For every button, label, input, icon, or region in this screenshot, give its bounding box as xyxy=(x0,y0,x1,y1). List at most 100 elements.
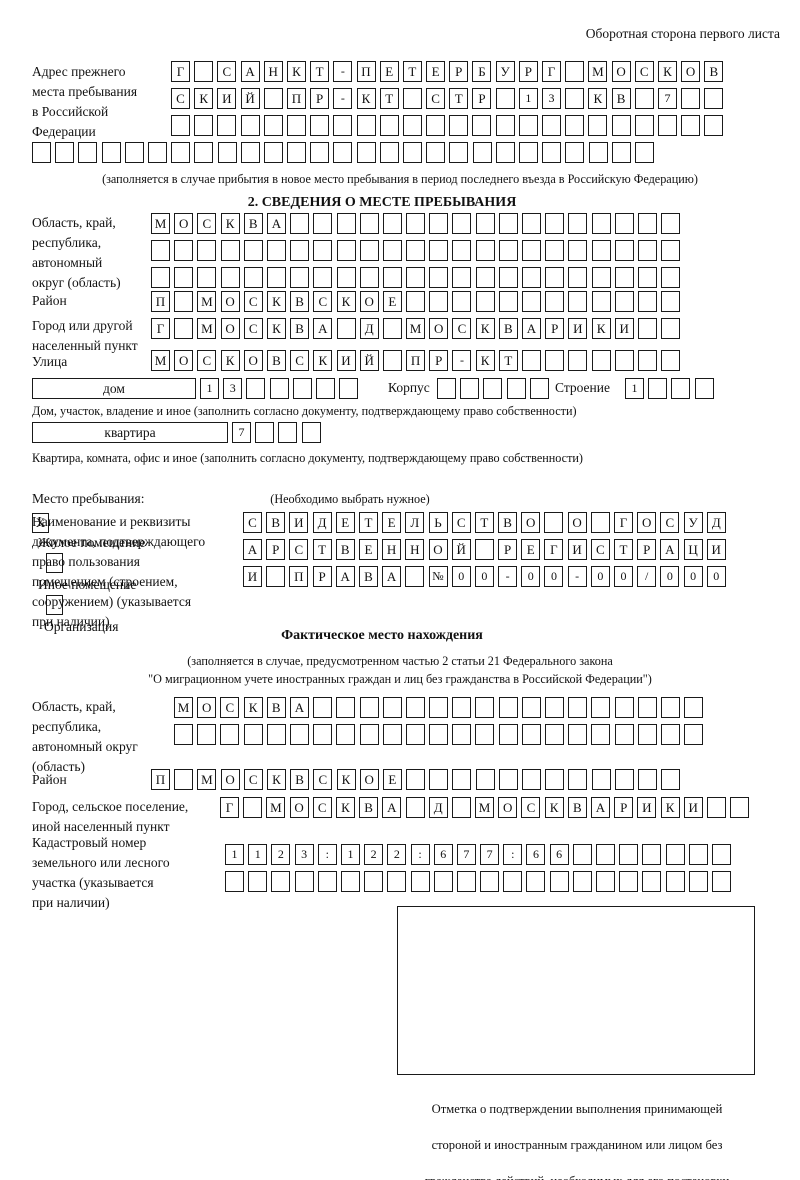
char-cell[interactable] xyxy=(688,871,708,892)
char-cell[interactable]: Д xyxy=(359,318,379,339)
char-cell[interactable]: О xyxy=(174,350,194,371)
char-cell[interactable]: К xyxy=(266,318,286,339)
section2-region-row-3[interactable] xyxy=(151,267,681,288)
char-cell[interactable]: 2 xyxy=(364,844,384,865)
char-cell[interactable] xyxy=(661,267,681,288)
char-cell[interactable] xyxy=(661,318,681,339)
char-cell[interactable]: И xyxy=(567,539,587,560)
prev-address-row-4[interactable] xyxy=(32,142,654,163)
char-cell[interactable]: Р xyxy=(472,88,492,109)
char-cell[interactable]: И xyxy=(637,797,657,818)
char-cell[interactable]: С xyxy=(243,318,263,339)
char-cell[interactable]: Е xyxy=(382,291,402,312)
char-cell[interactable]: 6 xyxy=(526,844,546,865)
char-cell[interactable]: О xyxy=(567,512,587,533)
char-cell[interactable]: С xyxy=(634,61,654,82)
char-cell[interactable]: Н xyxy=(382,539,402,560)
char-cell[interactable]: К xyxy=(657,61,677,82)
char-cell[interactable] xyxy=(382,267,402,288)
char-cell[interactable] xyxy=(498,697,518,718)
char-cell[interactable]: А xyxy=(289,697,309,718)
char-cell[interactable]: О xyxy=(220,291,240,312)
char-cell[interactable] xyxy=(406,769,426,790)
char-cell[interactable]: А xyxy=(266,213,286,234)
checkbox-organization[interactable] xyxy=(46,595,63,615)
char-cell[interactable]: О xyxy=(681,61,701,82)
char-cell[interactable]: 0 xyxy=(614,566,633,587)
char-cell[interactable] xyxy=(174,724,193,745)
char-cell[interactable] xyxy=(706,797,726,818)
cadastral-row-2[interactable] xyxy=(225,871,731,892)
char-cell[interactable]: Г xyxy=(542,61,561,82)
char-cell[interactable] xyxy=(310,115,330,136)
char-cell[interactable] xyxy=(590,512,610,533)
char-cell[interactable] xyxy=(642,871,662,892)
char-cell[interactable] xyxy=(278,422,298,443)
char-cell[interactable]: Т xyxy=(379,88,399,109)
char-cell[interactable] xyxy=(336,213,356,234)
char-cell[interactable]: О xyxy=(498,797,518,818)
char-cell[interactable] xyxy=(614,769,634,790)
char-cell[interactable] xyxy=(243,797,263,818)
char-cell[interactable]: К xyxy=(336,291,356,312)
char-cell[interactable] xyxy=(634,142,654,163)
char-cell[interactable] xyxy=(637,350,657,371)
char-cell[interactable]: Р xyxy=(429,350,449,371)
char-cell[interactable] xyxy=(402,88,422,109)
char-cell[interactable] xyxy=(637,769,657,790)
char-cell[interactable] xyxy=(246,378,266,399)
char-cell[interactable]: А xyxy=(240,61,260,82)
char-cell[interactable]: П xyxy=(406,350,426,371)
char-cell[interactable] xyxy=(522,267,541,288)
char-cell[interactable]: 0 xyxy=(474,566,494,587)
char-cell[interactable] xyxy=(591,267,611,288)
char-cell[interactable] xyxy=(568,213,588,234)
char-cell[interactable]: И xyxy=(706,539,726,560)
char-cell[interactable] xyxy=(147,142,167,163)
char-cell[interactable] xyxy=(336,724,356,745)
char-cell[interactable] xyxy=(382,350,402,371)
char-cell[interactable] xyxy=(336,240,356,261)
char-cell[interactable] xyxy=(526,871,546,892)
char-cell[interactable] xyxy=(402,115,422,136)
char-cell[interactable] xyxy=(545,240,565,261)
char-cell[interactable] xyxy=(614,240,634,261)
char-cell[interactable] xyxy=(313,213,333,234)
char-cell[interactable]: 7 xyxy=(232,422,251,443)
char-cell[interactable] xyxy=(681,88,701,109)
char-cell[interactable] xyxy=(711,871,731,892)
char-cell[interactable]: 7 xyxy=(456,844,476,865)
char-cell[interactable]: М xyxy=(151,350,170,371)
char-cell[interactable] xyxy=(406,291,426,312)
char-cell[interactable]: А xyxy=(382,797,402,818)
char-cell[interactable]: Ц xyxy=(683,539,703,560)
char-cell[interactable] xyxy=(286,115,306,136)
char-cell[interactable]: В xyxy=(266,697,286,718)
char-cell[interactable] xyxy=(637,240,657,261)
char-cell[interactable]: К xyxy=(220,350,240,371)
char-cell[interactable]: 7 xyxy=(480,844,500,865)
char-cell[interactable]: А xyxy=(335,566,355,587)
char-cell[interactable] xyxy=(194,115,214,136)
char-cell[interactable] xyxy=(263,115,283,136)
char-cell[interactable]: Е xyxy=(335,512,355,533)
char-cell[interactable] xyxy=(359,213,379,234)
char-cell[interactable]: О xyxy=(521,512,541,533)
char-cell[interactable]: 1 xyxy=(200,378,219,399)
char-cell[interactable] xyxy=(313,240,333,261)
char-cell[interactable] xyxy=(661,291,681,312)
char-cell[interactable] xyxy=(660,724,680,745)
prev-address-row-3[interactable] xyxy=(171,115,724,136)
char-cell[interactable] xyxy=(197,724,217,745)
char-cell[interactable] xyxy=(591,291,611,312)
char-cell[interactable] xyxy=(310,142,330,163)
char-cell[interactable] xyxy=(220,240,240,261)
char-cell[interactable] xyxy=(55,142,75,163)
char-cell[interactable]: 1 xyxy=(625,378,644,399)
char-cell[interactable] xyxy=(405,724,425,745)
char-cell[interactable]: П xyxy=(289,566,309,587)
char-cell[interactable]: К xyxy=(660,797,680,818)
